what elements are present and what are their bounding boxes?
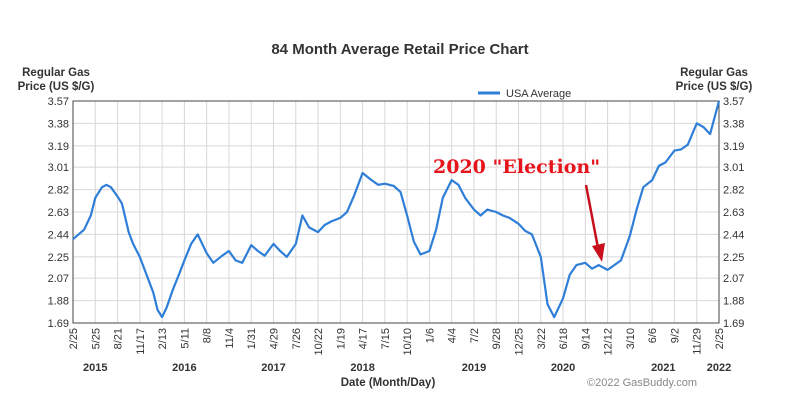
y-tick-left: 2.63 — [48, 207, 69, 219]
x-tick-label: 5/11 — [179, 328, 191, 349]
x-tick-label: 1/6 — [424, 328, 436, 343]
annotation-arrow-shaft — [584, 184, 600, 249]
y-tick-right: 2.44 — [723, 229, 744, 241]
x-tick-label: 7/2 — [469, 328, 481, 343]
x-tick-label: 1/19 — [335, 328, 347, 349]
x-tick-label: 4/17 — [358, 328, 370, 349]
x-tick-label: 5/25 — [90, 328, 102, 349]
x-tick-label: 2/25 — [68, 328, 80, 349]
y-tick-left: 3.57 — [48, 96, 69, 108]
y-tick-left: 2.82 — [48, 185, 69, 197]
x-tick-label: 9/14 — [580, 328, 592, 349]
y-tick-right: 3.01 — [723, 162, 744, 174]
x-tick-label: 4/4 — [447, 328, 459, 343]
x-tick-label: 4/29 — [268, 328, 280, 349]
election-annotation: 2020 "Election" — [433, 156, 605, 262]
legend-label: USA Average — [506, 88, 571, 100]
x-tick-label: 3/22 — [536, 328, 548, 349]
series-line-usa-average — [72, 100, 721, 319]
x-axis-label: Date (Month/Day) — [341, 377, 436, 389]
year-label: 2018 — [350, 362, 374, 374]
x-tick-label: 1/31 — [246, 328, 258, 349]
chart-title: 84 Month Average Retail Price Chart — [271, 41, 528, 58]
y-tick-left: 3.19 — [48, 141, 69, 153]
y-tick-right: 1.69 — [723, 318, 744, 330]
y-tick-right: 1.88 — [723, 296, 744, 308]
year-label: 2015 — [83, 362, 107, 374]
x-tick-label: 2/13 — [157, 328, 169, 349]
y-axis-label-left-line1: Regular Gas — [22, 67, 90, 79]
y-axis-label-left-line2: Price (US $/G) — [18, 81, 95, 93]
x-tick-label: 10/22 — [313, 328, 325, 356]
year-label: 2019 — [462, 362, 486, 374]
x-tick-label: 2/25 — [714, 328, 726, 349]
x-tick-label: 8/8 — [202, 328, 214, 343]
y-tick-right: 2.25 — [723, 252, 744, 264]
year-label: 2021 — [651, 362, 675, 374]
y-tick-right: 3.19 — [723, 141, 744, 153]
y-axis-label-right-line2: Price (US $/G) — [676, 81, 753, 93]
x-tick-label: 3/10 — [625, 328, 637, 349]
x-tick-label: 11/4 — [224, 328, 236, 349]
y-tick-right: 2.07 — [723, 273, 744, 285]
y-tick-left: 3.38 — [48, 118, 69, 130]
x-tick-label: 9/28 — [491, 328, 503, 349]
y-tick-left: 1.69 — [48, 318, 69, 330]
y-tick-left: 3.01 — [48, 162, 69, 174]
x-tick-label: 7/26 — [291, 328, 303, 349]
year-label: 2016 — [172, 362, 196, 374]
year-label: 2017 — [261, 362, 285, 374]
plot-frame — [72, 100, 720, 324]
year-label: 2020 — [551, 362, 575, 374]
y-tick-left: 2.07 — [48, 273, 69, 285]
x-tick-label: 6/6 — [647, 328, 659, 343]
y-axis-label-right-line1: Regular Gas — [680, 67, 748, 79]
x-tick-label: 12/25 — [514, 328, 526, 356]
y-tick-left: 1.88 — [48, 296, 69, 308]
x-tick-label: 7/15 — [380, 328, 392, 349]
annotation-label: 2020 "Election" — [433, 156, 600, 178]
y-tick-right: 2.82 — [723, 185, 744, 197]
legend: USA Average — [478, 88, 571, 100]
y-tick-left: 2.25 — [48, 252, 69, 264]
x-tick-label: 10/10 — [402, 328, 414, 356]
credit: ©2022 GasBuddy.com — [587, 377, 697, 389]
x-tick-label: 12/12 — [603, 328, 615, 356]
x-tick-label: 8/21 — [113, 328, 125, 349]
x-tick-label: 6/18 — [558, 328, 570, 349]
y-tick-right: 2.63 — [723, 207, 744, 219]
annotation-arrowhead — [592, 243, 605, 262]
year-label: 2022 — [707, 362, 731, 374]
y-tick-left: 2.44 — [48, 229, 69, 241]
x-tick-label: 9/2 — [669, 328, 681, 343]
x-tick-label: 11/29 — [692, 328, 704, 355]
y-tick-right: 3.57 — [723, 96, 744, 108]
x-tick-label: 11/17 — [135, 328, 147, 355]
y-tick-right: 3.38 — [723, 118, 744, 130]
